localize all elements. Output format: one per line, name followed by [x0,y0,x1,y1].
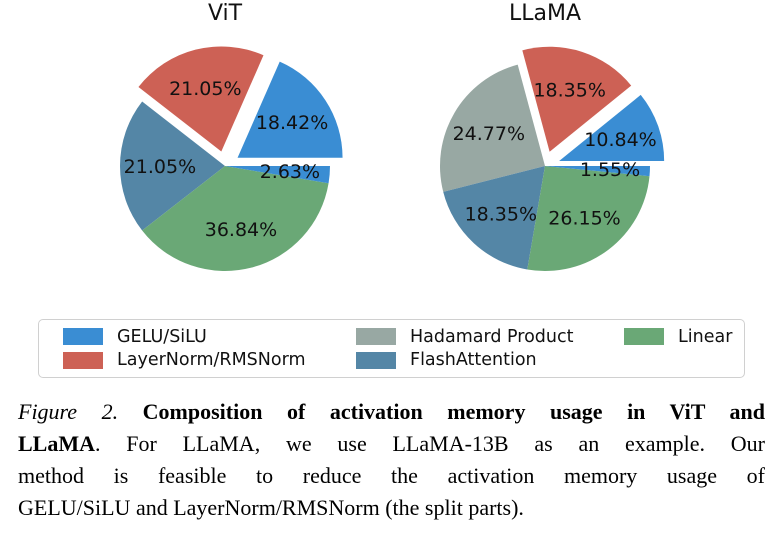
pie-slice-layernorm-rmsnorm [138,46,264,152]
pie-slice-gelu-silu [237,61,343,158]
pie-slice-gelu-silu [225,166,330,184]
vit-chart-title: ViT [207,1,243,26]
flashattention-swatch [356,351,396,369]
pie-slice-gelu-silu [559,94,665,161]
pie-slice-layernorm-rmsnorm [522,46,632,152]
pie-slice-linear [527,166,650,272]
caption-line-4: GELU/SiLU and LayerNorm/RMSNorm (the spl… [18,495,524,520]
figure-caption: Figure 2. Composition of activation memo… [18,396,765,524]
legend-label: LayerNorm/RMSNorm [117,350,306,371]
legend-label: Hadamard Product [410,326,574,347]
pie-slice-percentage-label: 24.77% [453,123,525,145]
figure-number-label: Figure 2. [18,399,119,424]
legend-label: GELU/SiLU [117,326,207,347]
legend-item-gelu-silu: GELU/SiLU [63,327,356,347]
caption-line-3: method is feasible to reduce the activat… [18,463,765,488]
llama-chart-title: LLaMA [508,1,582,26]
caption-text: . For LLaMA, we use LLaMA-13B as an exam… [95,431,765,456]
pie-slice-percentage-label: 1.55% [580,159,640,181]
vit-pie: 18.42% 21.05% 21.05% 36.84% 2.63% [120,46,343,271]
caption-bold-title: Composition of activation memory usage i… [142,399,766,424]
pie-slice-percentage-label: 10.84% [584,129,656,151]
caption-line-1: Figure 2. Composition of activation memo… [18,396,765,428]
legend-label: FlashAttention [410,350,537,371]
legend-item-hadamard-product: Hadamard Product [356,327,624,347]
legend-item-layernorm-rmsnorm: LayerNorm/RMSNorm [63,350,356,370]
legend: GELU/SiLU LayerNorm/RMSNorm Hadamard Pro… [38,319,745,378]
llama-pie: 10.84% 18.35% 24.77% 18.35% 26.15% 1.55% [439,46,665,272]
pie-slice-percentage-label: 26.15% [548,208,620,230]
pie-slice-percentage-label: 18.35% [533,80,605,102]
pie-slice-gelu-silu [545,166,650,177]
gelu-silu-swatch [63,328,103,346]
pie-slice-percentage-label: 2.63% [260,161,320,183]
vit-chart: ViT 18.42% 21.05% 21.05% 36.84% 2.63% [60,0,390,306]
pie-slice-percentage-label: 21.05% [124,156,196,178]
legend-item-linear: Linear [624,327,736,347]
layernorm-rmsnorm-swatch [63,351,103,369]
llama-chart: LLaMA 10.84% 18.35% 24.77% 18.35% 26.15% 1.55… [380,0,710,306]
pie-slice-linear [142,166,329,271]
legend-item-flashattention: FlashAttention [356,350,624,370]
pie-slice-percentage-label: 18.42% [256,112,328,134]
pie-slice-flashattention [443,166,545,270]
pie-slice-percentage-label: 18.35% [465,204,537,226]
linear-swatch [624,328,664,346]
pie-slice-flashattention [120,101,225,231]
caption-bold-title-cont: LLaMA [18,431,95,456]
pie-slice-hadamard-product [439,64,545,192]
legend-label: Linear [678,326,733,347]
pie-slice-percentage-label: 21.05% [169,78,241,100]
hadamard-product-swatch [356,328,396,346]
caption-line-2: LLaMA. For LLaMA, we use LLaMA-13B as an… [18,428,765,460]
pie-slice-percentage-label: 36.84% [205,219,277,241]
